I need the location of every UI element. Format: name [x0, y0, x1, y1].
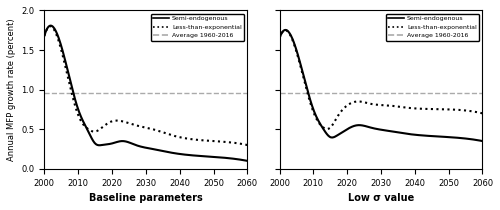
Y-axis label: Annual MFP growth rate (percent): Annual MFP growth rate (percent) — [7, 18, 16, 161]
X-axis label: Baseline parameters: Baseline parameters — [89, 193, 202, 203]
Legend: Semi-endogenous, Less-than-exponential, Average 1960-2016: Semi-endogenous, Less-than-exponential, … — [386, 14, 480, 41]
Legend: Semi-endogenous, Less-than-exponential, Average 1960-2016: Semi-endogenous, Less-than-exponential, … — [150, 14, 244, 41]
X-axis label: Low σ value: Low σ value — [348, 193, 414, 203]
